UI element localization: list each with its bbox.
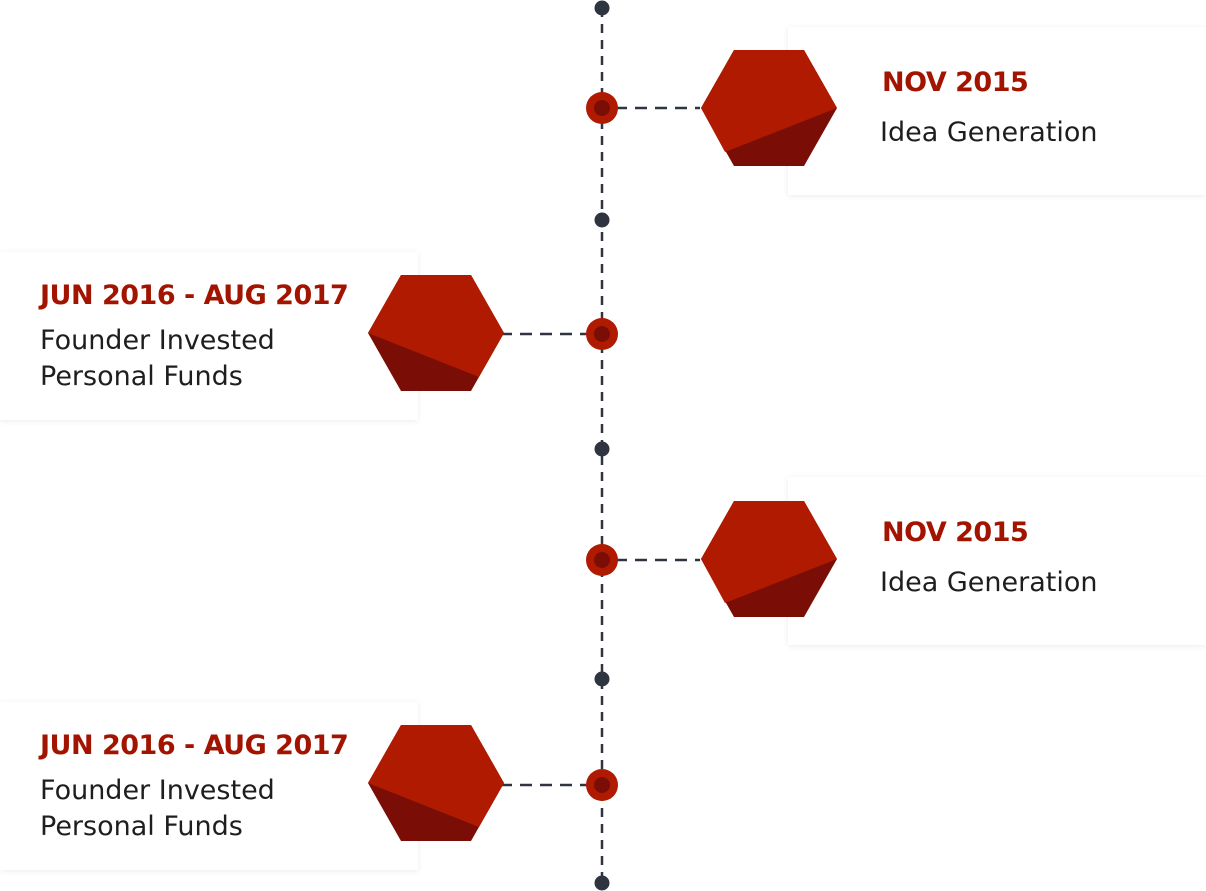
event-hexagon-icon [368, 725, 504, 841]
timeline-node-1 [586, 92, 618, 124]
event-date: JUN 2016 - AUG 2017 [40, 280, 349, 311]
event-date: JUN 2016 - AUG 2017 [40, 730, 349, 761]
axis-dot [594, 875, 610, 891]
event-card-4: JUN 2016 - AUG 2017 Founder Invested Per… [0, 702, 418, 870]
event-title: Founder Invested Personal Funds [40, 325, 275, 392]
timeline-node-4 [586, 769, 618, 801]
event-hexagon-icon [368, 275, 504, 391]
event-card-2: JUN 2016 - AUG 2017 Founder Invested Per… [0, 252, 418, 420]
axis-dot [594, 0, 610, 16]
event-title: Idea Generation [880, 117, 1098, 148]
event-card-1: NOV 2015 Idea Generation [788, 27, 1206, 195]
axis-dot [594, 212, 610, 228]
event-card-3: NOV 2015 Idea Generation [788, 477, 1206, 645]
event-title: Founder Invested Personal Funds [40, 775, 275, 842]
event-hexagon-icon [701, 50, 837, 166]
timeline-node-3 [586, 544, 618, 576]
axis-dot [594, 671, 610, 687]
axis-dot [594, 441, 610, 457]
event-date: NOV 2015 [882, 517, 1029, 548]
timeline-node-2 [586, 318, 618, 350]
event-title: Idea Generation [880, 567, 1098, 598]
event-date: NOV 2015 [882, 67, 1029, 98]
event-hexagon-icon [701, 501, 837, 617]
